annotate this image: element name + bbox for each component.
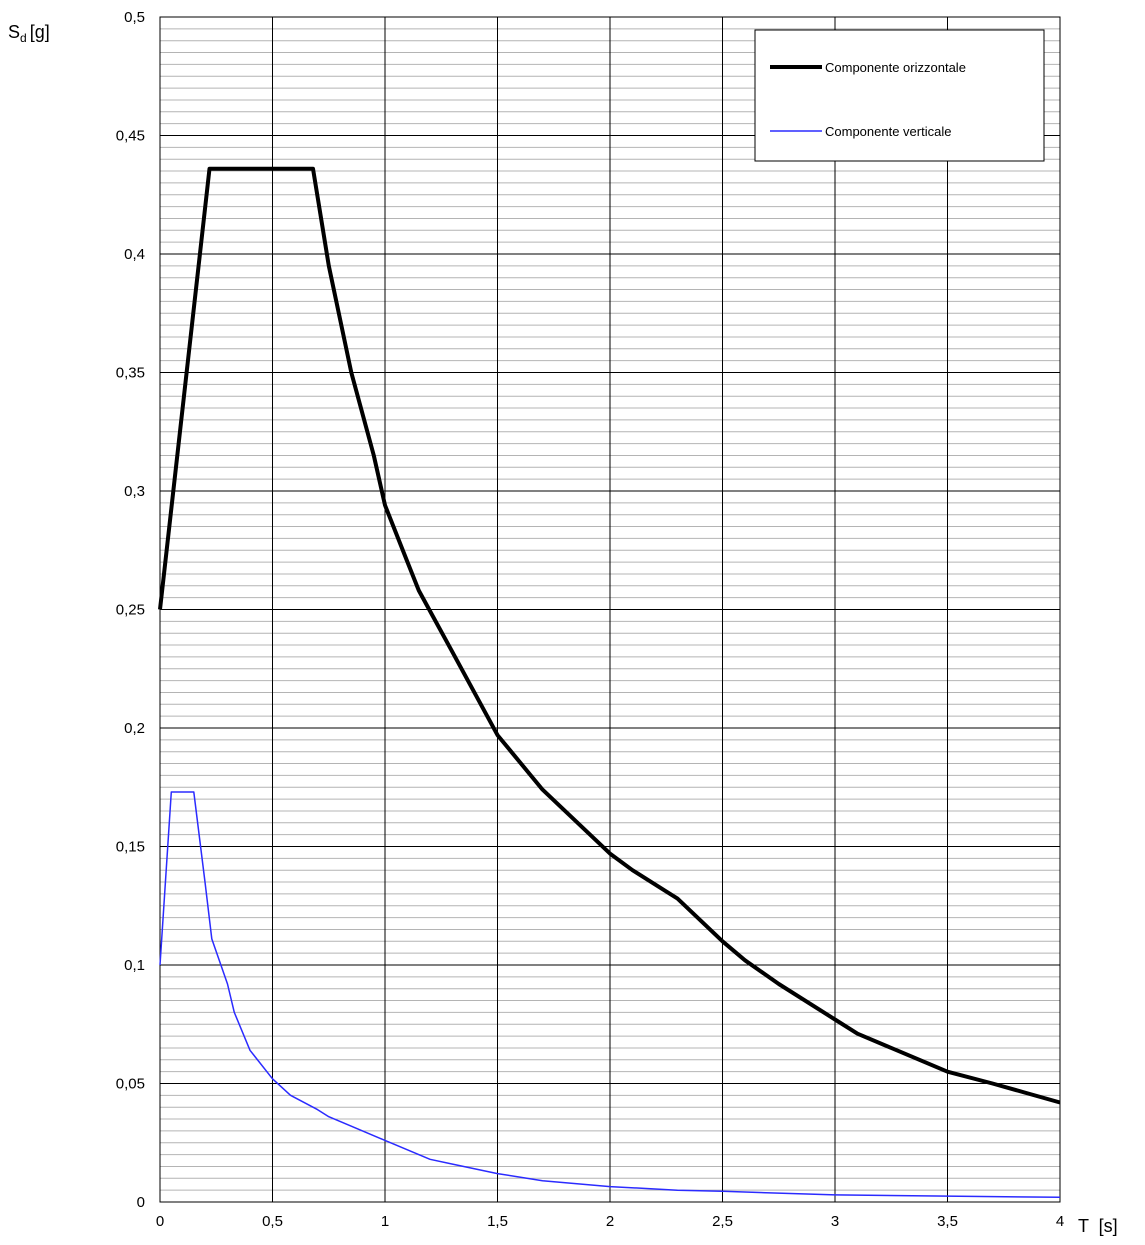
legend-label-verticale: Componente verticale [825,124,951,139]
legend: Componente orizzontale Componente vertic… [754,29,1045,162]
y-tick-label: 0,3 [124,483,145,500]
y-tick-label: 0,05 [116,1076,145,1093]
y-tick-label: 0,5 [124,9,145,26]
x-tick-label: 4 [1056,1213,1064,1230]
x-tick-labels: 0 0,5 1 1,5 2 2,5 3 3,5 4 [156,1213,1064,1230]
y-tick-label: 0,2 [124,720,145,737]
y-tick-label: 0,45 [116,128,145,145]
y-tick-labels: 0 0,05 0,1 0,15 0,2 0,25 0,3 0,35 0,4 0,45 0,5 [116,9,145,1211]
y-tick-label: 0,1 [124,957,145,974]
x-axis-label: T [s] [1078,1216,1118,1236]
series-line-orizzontale [158,166,1061,1105]
y-tick-label: 0,4 [124,246,145,263]
x-tick-label: 0 [156,1213,164,1230]
x-tick-label: 0,5 [262,1213,283,1230]
x-tick-label: 2 [606,1213,614,1230]
y-tick-label: 0,15 [116,839,145,856]
y-tick-label: 0,25 [116,602,145,619]
series-layer [158,166,1061,1199]
y-axis-label: Sd [g] [8,22,50,45]
x-tick-label: 1 [381,1213,389,1230]
x-tick-label: 1,5 [487,1213,508,1230]
major-gridlines [160,17,1060,1202]
x-tick-label: 3,5 [937,1213,958,1230]
legend-box [754,29,1045,162]
x-tick-label: 2,5 [712,1213,733,1230]
y-tick-label: 0,35 [116,365,145,382]
y-tick-label: 0 [137,1194,145,1211]
x-tick-label: 3 [831,1213,839,1230]
series-line-verticale [159,791,1061,1199]
legend-label-orizzontale: Componente orizzontale [825,60,966,75]
